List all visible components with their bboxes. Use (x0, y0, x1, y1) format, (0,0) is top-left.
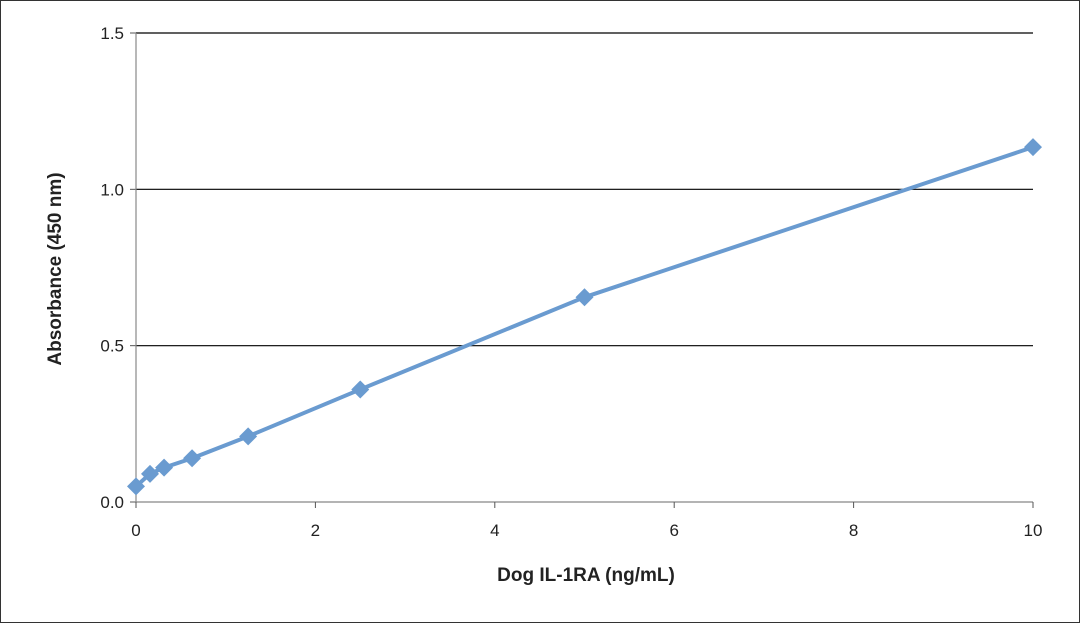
data-point-marker (351, 380, 370, 399)
y-tick-label: 0.0 (100, 493, 124, 512)
x-tick-label: 2 (311, 521, 320, 540)
y-tick-label: 1.0 (100, 180, 124, 199)
x-tick-label: 8 (849, 521, 858, 540)
x-tick-label: 6 (669, 521, 678, 540)
data-point-marker (239, 427, 258, 446)
y-tick-label: 1.5 (100, 24, 124, 43)
data-point-marker (575, 288, 594, 307)
x-tick-label: 0 (131, 521, 140, 540)
x-axis-title: Dog IL-1RA (ng/mL) (497, 565, 675, 586)
data-point-marker (140, 464, 159, 483)
grid-lines (136, 32, 1033, 347)
data-series (127, 138, 1042, 496)
y-axis-title: Absorbance (450 nm) (45, 172, 66, 365)
data-point-marker (127, 477, 145, 496)
x-tick-label: 4 (490, 521, 499, 540)
x-tick-label: 10 (1024, 521, 1043, 540)
data-point-marker (1024, 138, 1042, 157)
tick-labels: 0.0 0.5 1.0 1.5 0 2 4 6 8 10 (100, 24, 1042, 540)
y-tick-label: 0.5 (100, 337, 124, 356)
data-point-marker (155, 458, 174, 477)
axes (130, 32, 1034, 508)
data-point-marker (183, 449, 202, 468)
series-line (134, 145, 1035, 489)
